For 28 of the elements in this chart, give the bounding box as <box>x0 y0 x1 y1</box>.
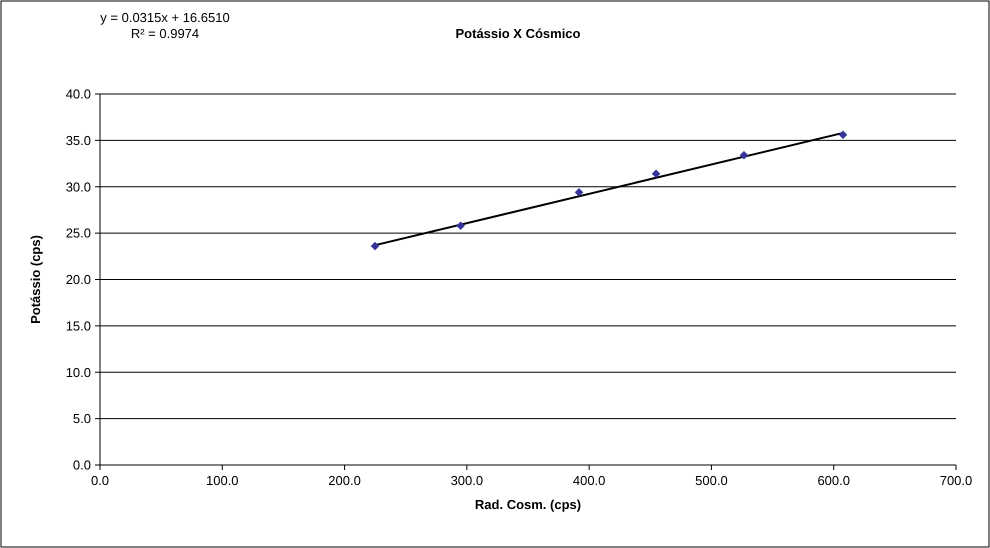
x-tick-label: 0.0 <box>90 473 110 488</box>
y-tick-label: 40.0 <box>66 86 91 102</box>
point <box>838 130 848 140</box>
x-tick-label: 400.0 <box>572 473 606 488</box>
x-tick-label: 200.0 <box>328 473 361 488</box>
y-tick-label: 30.0 <box>66 179 91 194</box>
y-axis-title: Potássio (cps) <box>28 235 43 324</box>
x-tick-label: 700.0 <box>940 473 972 488</box>
x-tick-label: 300.0 <box>450 473 484 488</box>
y-tick-label: 20.0 <box>66 272 91 287</box>
x-tick-label: 100.0 <box>206 473 239 488</box>
text: y = 0.0315x + 16.6510 <box>100 10 230 25</box>
y-tick-label: 5.0 <box>72 411 91 426</box>
point <box>740 150 748 160</box>
chart-title: Potássio X Cósmico <box>456 26 581 41</box>
y-tick-label: 10.0 <box>66 364 91 380</box>
text: R² = 0.9974 <box>130 26 200 41</box>
x-tick-label: 500.0 <box>695 473 728 488</box>
point <box>652 170 660 178</box>
x-tick-label: 600.0 <box>817 473 850 488</box>
y-tick-label: 35.0 <box>66 132 91 148</box>
x-axis-title: Rad. Cosm. (cps) <box>474 497 582 512</box>
point <box>574 188 584 197</box>
y-tick-label: 25.0 <box>66 226 91 241</box>
point <box>456 221 465 230</box>
y-tick-label: 0.0 <box>72 458 91 472</box>
point <box>370 242 380 250</box>
y-tick-label: 15.0 <box>66 318 91 334</box>
